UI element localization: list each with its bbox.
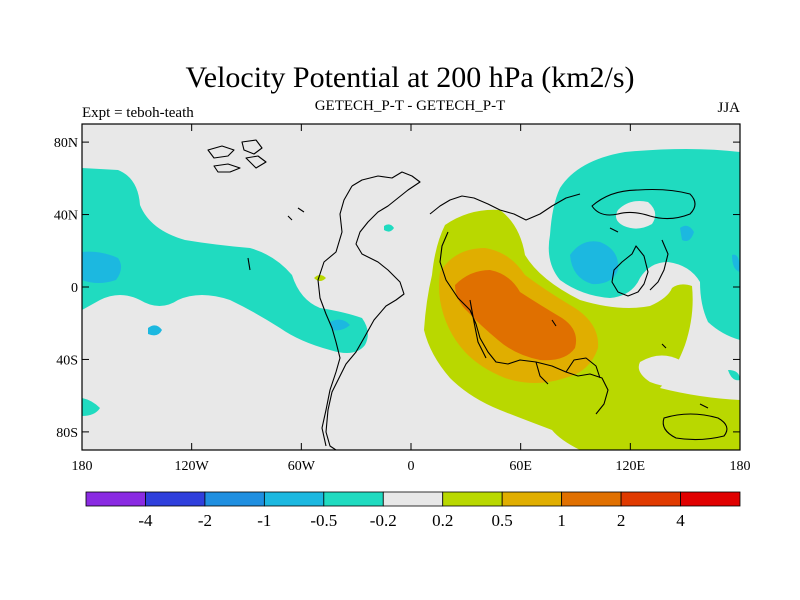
colorbar-swatch-3 [263, 491, 325, 507]
colorbar-label-9: 4 [676, 511, 685, 530]
y-tick-label-0: 80N [54, 136, 78, 151]
neutral-hole-indian-ocean [638, 355, 694, 387]
coastline-antarctic [662, 413, 728, 441]
cyan-spot-southamerica [330, 319, 350, 331]
colorbar-swatch-4 [323, 491, 384, 507]
cyan-region-west [82, 251, 122, 283]
x-tick-label-2: 60W [288, 459, 316, 474]
colorbar-label-2: -1 [257, 511, 271, 530]
x-tick-label-0: 180 [72, 459, 93, 474]
chart-title: Velocity Potential at 200 hPa (km2/s) [185, 61, 634, 94]
colorbar-swatch-10 [680, 491, 741, 507]
coastline-afro-eurasia [429, 193, 609, 415]
dark-orange-core [455, 270, 577, 361]
cyan-region-asia [570, 241, 619, 285]
coastline-islands [247, 207, 709, 409]
colorbar: -4 -2 -1 -0.5 -0.2 0.2 0.5 1 2 4 [85, 491, 741, 530]
cyan-spot-east-edge [732, 254, 740, 272]
colorbar-label-0: -4 [138, 511, 153, 530]
axes: 180 120W 60W 0 60E 120E 180 80N 40N 0 40S 80S [54, 124, 751, 474]
colorbar-swatch-7 [501, 491, 563, 507]
cyan-spot-pacific [680, 225, 694, 241]
x-tick-label-5: 120E [616, 459, 646, 474]
colorbar-label-1: -2 [198, 511, 212, 530]
teal-spot-southeast [728, 370, 740, 381]
x-tick-label-3: 0 [408, 459, 415, 474]
x-tick-label-6: 180 [730, 459, 751, 474]
dataset-label: GETECH_P-T - GETECH_P-T [315, 98, 506, 114]
coastlines [207, 139, 728, 450]
x-tick-label-1: 120W [175, 459, 210, 474]
teal-spot-southwest [82, 398, 100, 416]
y-tick-label-2: 0 [71, 281, 78, 296]
y-tick-label-1: 40N [54, 209, 78, 224]
contour-field [82, 124, 740, 450]
colorbar-swatch-2 [204, 491, 265, 507]
colorbar-swatch-0 [85, 491, 146, 507]
colorbar-label-4: -0.2 [370, 511, 397, 530]
coastline-americas [317, 171, 421, 450]
colorbar-label-3: -0.5 [310, 511, 337, 530]
colorbar-swatch-1 [145, 491, 206, 507]
x-tick-label-4: 60E [509, 459, 532, 474]
colorbar-label-5: 0.2 [432, 511, 453, 530]
teal-spot-atlantic [384, 224, 394, 232]
y-tick-label-4: 80S [56, 426, 78, 441]
colorbar-label-7: 1 [557, 511, 566, 530]
season-label: JJA [717, 100, 740, 116]
colorbar-label-6: 0.5 [492, 511, 513, 530]
cyan-spot-west [148, 325, 162, 336]
teal-region-west [82, 168, 368, 354]
colorbar-swatch-9 [620, 491, 681, 507]
coastline-east-asia [591, 188, 696, 297]
neutral-hole-asia [616, 201, 656, 229]
colorbar-swatch-5 [382, 491, 444, 507]
colorbar-swatch-6 [442, 491, 503, 507]
y-tick-label-3: 40S [56, 353, 78, 368]
experiment-label: Expt = teboh-teath [82, 105, 194, 121]
coastline-arctic [207, 139, 267, 173]
colorbar-label-8: 2 [617, 511, 626, 530]
green-spot-atlantic [314, 275, 326, 281]
colorbar-swatch-8 [561, 491, 622, 507]
